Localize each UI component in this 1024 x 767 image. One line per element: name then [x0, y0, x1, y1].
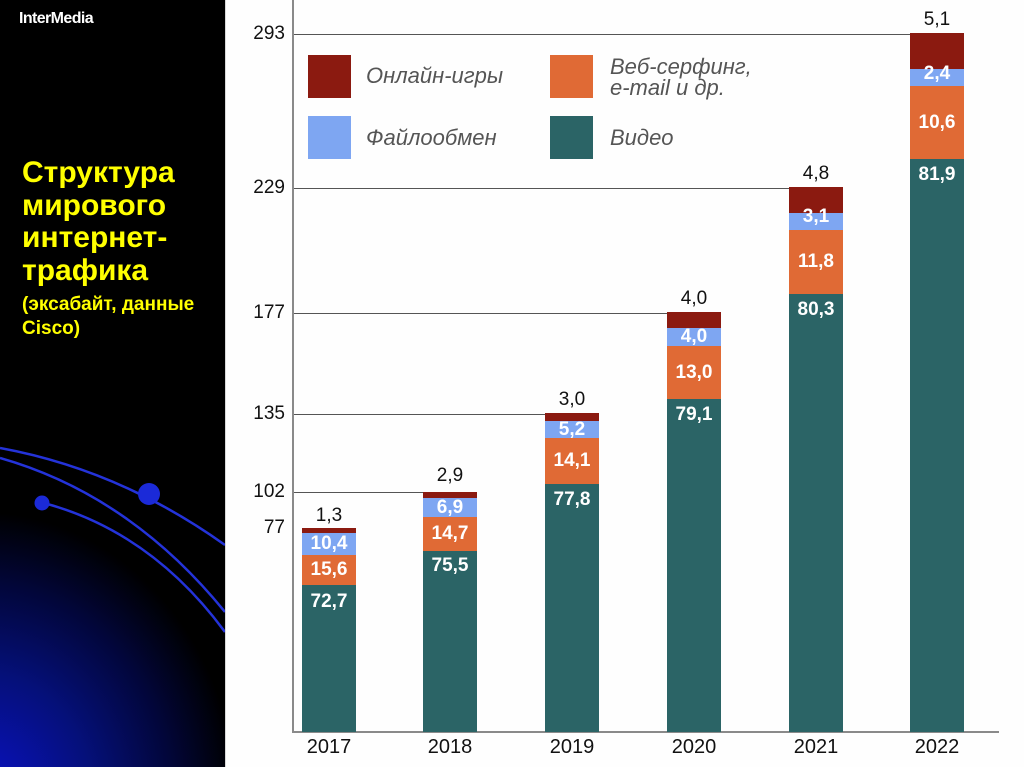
x-tick-label: 2022 — [914, 736, 960, 758]
bar-2021: 3,1 11,8 80,3 — [789, 187, 843, 732]
gridline-177 — [294, 313, 672, 314]
value-label: 79,1 — [675, 404, 713, 425]
chart-panel — [225, 0, 1024, 767]
gridline-102 — [294, 492, 428, 493]
segment-video: 79,1 — [667, 399, 721, 732]
bar-2017: 10,4 15,6 72,7 — [302, 528, 356, 732]
value-label: 6,9 — [436, 496, 464, 518]
value-label: 4,0 — [680, 326, 708, 347]
legend-label-filesharing: Файлообмен — [366, 125, 497, 150]
segment-video: 81,9 — [910, 159, 964, 732]
x-tick-label: 2021 — [793, 736, 839, 758]
segment-games — [667, 312, 721, 328]
value-label: 11,8 — [798, 251, 834, 272]
value-label: 10,4 — [310, 533, 348, 554]
legend-label-video: Видео — [610, 125, 674, 150]
segment-web: 10,6 — [910, 86, 964, 159]
legend-swatch-web — [550, 55, 593, 98]
intermedia-logo: InterMedia — [19, 10, 94, 27]
games-value-label: 1,3 — [315, 505, 343, 526]
x-tick-label: 2019 — [549, 736, 595, 758]
gridline-293 — [294, 34, 914, 35]
legend-label-web-line2: e-mail и др. — [610, 75, 725, 100]
segment-filesharing: 10,4 — [302, 533, 356, 555]
legend-label-web: Веб-серфинг, e-mail и др. — [610, 55, 752, 99]
segment-games — [789, 187, 843, 213]
segment-filesharing: 5,2 — [545, 418, 599, 440]
y-tick-label: 293 — [253, 23, 285, 44]
games-value-label: 3,0 — [558, 389, 586, 410]
segment-video: 80,3 — [789, 294, 843, 732]
value-label: 77,8 — [553, 489, 591, 510]
y-tick-label: 229 — [253, 177, 285, 198]
legend-label-gaming: Онлайн-игры — [366, 63, 504, 88]
value-label: 72,7 — [310, 591, 348, 612]
value-label: 81,9 — [918, 164, 956, 185]
y-tick-label: 177 — [253, 302, 285, 323]
y-tick-label: 135 — [253, 403, 285, 424]
segment-filesharing: 3,1 — [789, 206, 843, 230]
segment-video: 72,7 — [302, 585, 356, 732]
value-label: 3,1 — [802, 205, 830, 227]
value-label: 15,6 — [310, 559, 348, 580]
legend-swatch-filesharing — [308, 116, 351, 159]
slide-subtitle: (эксабайт, данные Cisco) — [22, 294, 195, 339]
decorative-orbit-lines — [0, 446, 225, 633]
y-axis-line — [292, 0, 294, 733]
segment-web: 13,0 — [667, 346, 721, 399]
segment-filesharing: 2,4 — [910, 63, 964, 86]
segment-games — [423, 492, 477, 498]
value-label: 14,1 — [553, 450, 591, 471]
segment-games — [545, 413, 599, 421]
x-tick-label: 2018 — [427, 736, 473, 758]
x-axis-line — [292, 731, 999, 733]
value-label: 75,5 — [431, 555, 469, 576]
segment-web: 14,1 — [545, 438, 599, 484]
bar-2018: 6,9 14,7 75,5 — [423, 492, 477, 732]
value-label: 80,3 — [797, 299, 835, 320]
segment-filesharing: 6,9 — [423, 496, 477, 518]
value-label: 10,6 — [918, 111, 956, 133]
segment-web: 15,6 — [302, 555, 356, 585]
value-label: 2,4 — [923, 62, 951, 84]
value-label: 14,7 — [431, 523, 469, 544]
legend-swatch-video — [550, 116, 593, 159]
games-value-label: 5,1 — [923, 9, 951, 30]
segment-games — [302, 528, 356, 533]
legend-swatch-gaming — [308, 55, 351, 98]
games-value-label: 4,0 — [680, 288, 708, 309]
segment-video: 75,5 — [423, 551, 477, 732]
slide-title: Структура мирового интернет-трафика — [22, 156, 175, 287]
segment-games — [910, 33, 964, 69]
games-value-label: 4,8 — [802, 163, 830, 184]
legend-label-web-line1: Веб-серфинг, — [610, 54, 752, 79]
bar-2022: 2,4 10,6 81,9 — [910, 33, 964, 732]
gridline-229 — [294, 188, 794, 189]
games-value-label: 2,9 — [436, 465, 464, 486]
y-tick-label: 77 — [263, 517, 285, 538]
segment-filesharing: 4,0 — [667, 326, 721, 347]
bar-2019: 5,2 14,1 77,8 — [545, 413, 599, 732]
x-tick-label: 2020 — [671, 736, 717, 758]
slide-left-panel: InterMedia Структура мирового интернет-т… — [0, 0, 225, 767]
x-tick-label: 2017 — [306, 736, 352, 758]
segment-web: 11,8 — [789, 230, 843, 294]
value-label: 13,0 — [675, 361, 713, 383]
segment-web: 14,7 — [423, 517, 477, 551]
bar-2020: 4,0 13,0 79,1 — [667, 312, 721, 732]
y-tick-label: 102 — [253, 481, 285, 502]
segment-video: 77,8 — [545, 484, 599, 732]
gridline-135 — [294, 414, 550, 415]
value-label: 5,2 — [558, 418, 586, 440]
